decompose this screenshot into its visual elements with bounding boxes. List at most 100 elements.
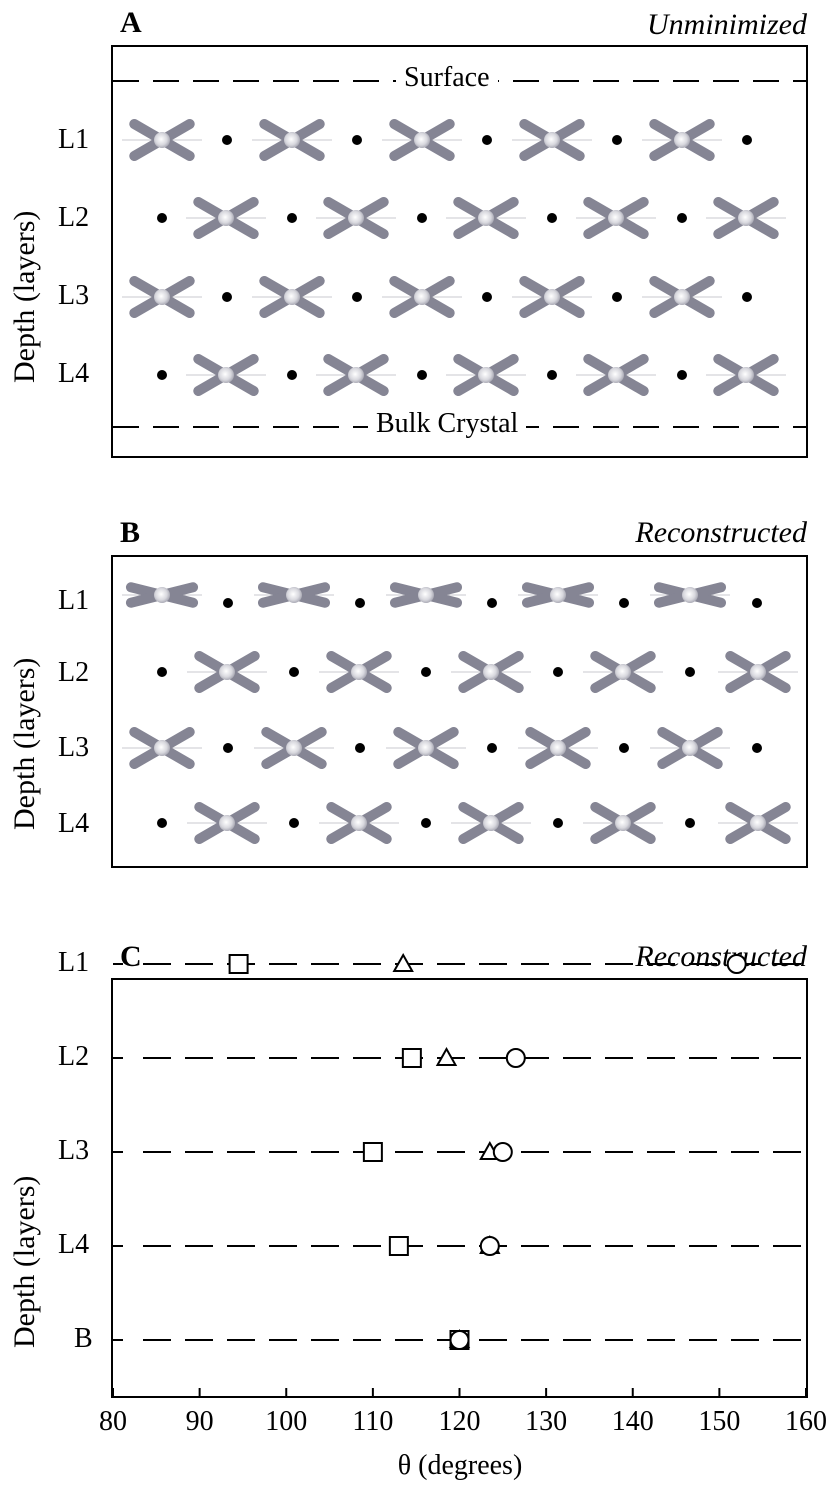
- molecule-panelA-3: [507, 119, 597, 161]
- panel-b-label: B: [120, 516, 141, 549]
- panel-a-layer-l4: L4: [58, 358, 90, 389]
- xtick-label-2: 100: [265, 1406, 308, 1437]
- molecule-panelA-13: [571, 197, 661, 239]
- dot-panelB-26: [355, 743, 365, 753]
- molecule-panelA-33: [571, 354, 661, 396]
- molecule-panelA-14: [701, 197, 791, 239]
- dot-panelB-35: [157, 818, 167, 828]
- molecule-panelB-21: [249, 727, 339, 769]
- dot-panelB-5: [223, 598, 233, 608]
- panel-b-layer-l1: L1: [58, 585, 90, 616]
- molecule-panelB-1: [249, 582, 339, 608]
- dot-panelA-15: [157, 213, 167, 223]
- panel-b-layer-l3: L3: [58, 732, 90, 763]
- point-circle-L1: [726, 954, 747, 974]
- dot-panelB-37: [421, 818, 431, 828]
- dot-panelB-6: [355, 598, 365, 608]
- panel-c-note: Reconstructed: [635, 940, 807, 973]
- xtick-label-1: 90: [185, 1406, 214, 1437]
- molecule-panelB-20: [117, 727, 207, 769]
- dot-panelA-27: [482, 292, 492, 302]
- dot-panelA-28: [612, 292, 622, 302]
- point-circle-L4: [479, 1236, 500, 1256]
- molecule-panelA-4: [637, 119, 727, 161]
- molecule-panelA-20: [117, 276, 207, 318]
- dot-panelB-7: [487, 598, 497, 608]
- dot-panelB-9: [752, 598, 762, 608]
- panel-a-molecules: [113, 80, 806, 428]
- dot-panelB-29: [752, 743, 762, 753]
- dot-panelB-17: [421, 667, 431, 677]
- category-label-L4: L4: [58, 1229, 90, 1260]
- molecule-panelA-10: [181, 197, 271, 239]
- xtick-label-6: 140: [611, 1406, 654, 1437]
- point-triangle-L2: [435, 1046, 458, 1066]
- dot-panelB-19: [685, 667, 695, 677]
- panel-b-layer-l2: L2: [58, 657, 90, 688]
- dot-panelB-28: [619, 743, 629, 753]
- point-circle-L2: [505, 1048, 526, 1068]
- molecule-panelA-24: [637, 276, 727, 318]
- panel-a-layer-l1: L1: [58, 124, 90, 155]
- molecule-panelB-11: [314, 651, 404, 693]
- molecule-panelB-14: [713, 651, 803, 693]
- dot-panelB-18: [553, 667, 563, 677]
- panel-a-label: A: [120, 6, 142, 39]
- molecule-panelB-13: [578, 651, 668, 693]
- xtick-label-8: 160: [785, 1406, 827, 1437]
- dot-panelA-38: [547, 370, 557, 380]
- molecule-panelB-3: [513, 582, 603, 608]
- molecule-panelA-0: [117, 119, 207, 161]
- molecule-panelB-0: [117, 582, 207, 608]
- molecule-panelB-12: [446, 651, 536, 693]
- panel-a-note: Unminimized: [647, 8, 807, 41]
- panel-c-plot: [112, 952, 807, 1398]
- molecule-panelA-32: [441, 354, 531, 396]
- molecule-panelA-30: [181, 354, 271, 396]
- dot-panelB-15: [157, 667, 167, 677]
- xtick-label-7: 150: [698, 1406, 741, 1437]
- xtick-label-4: 120: [438, 1406, 481, 1437]
- molecule-panelA-12: [441, 197, 531, 239]
- molecule-panelB-23: [513, 727, 603, 769]
- dot-panelA-39: [677, 370, 687, 380]
- dot-panelA-6: [352, 135, 362, 145]
- molecule-panelB-31: [314, 802, 404, 844]
- point-circle-L3: [492, 1142, 513, 1162]
- molecule-panelA-34: [701, 354, 791, 396]
- category-label-B: B: [74, 1323, 93, 1354]
- dot-panelA-18: [547, 213, 557, 223]
- dot-panelB-36: [289, 818, 299, 828]
- xtick-label-5: 130: [525, 1406, 568, 1437]
- molecule-panelB-32: [446, 802, 536, 844]
- dot-panelB-27: [487, 743, 497, 753]
- molecule-panelB-2: [381, 582, 471, 608]
- dot-panelA-36: [287, 370, 297, 380]
- category-label-L1: L1: [58, 947, 90, 978]
- molecule-panelA-11: [311, 197, 401, 239]
- molecule-panelB-33: [578, 802, 668, 844]
- dot-panelA-9: [742, 135, 752, 145]
- point-circle-B: [449, 1330, 470, 1350]
- point-square-L2: [401, 1048, 422, 1068]
- molecule-panelB-22: [381, 727, 471, 769]
- molecule-panelB-34: [713, 802, 803, 844]
- dot-panelB-38: [553, 818, 563, 828]
- dot-panelB-16: [289, 667, 299, 677]
- panel-a-layer-l3: L3: [58, 280, 90, 311]
- dot-panelA-8: [612, 135, 622, 145]
- dot-panelA-17: [417, 213, 427, 223]
- panel-b-molecules: [117, 582, 803, 844]
- dot-panelA-5: [222, 135, 232, 145]
- bulk-crystal-label: Bulk Crystal: [368, 408, 527, 440]
- point-square-L1: [228, 954, 249, 974]
- molecule-panelB-30: [182, 802, 272, 844]
- molecule-panelB-10: [182, 651, 272, 693]
- xtick-label-3: 110: [352, 1406, 394, 1437]
- dot-panelA-25: [222, 292, 232, 302]
- molecule-panelA-21: [247, 276, 337, 318]
- category-label-L3: L3: [58, 1135, 90, 1166]
- xtick-label-0: 80: [99, 1406, 127, 1437]
- point-square-L3: [362, 1142, 383, 1162]
